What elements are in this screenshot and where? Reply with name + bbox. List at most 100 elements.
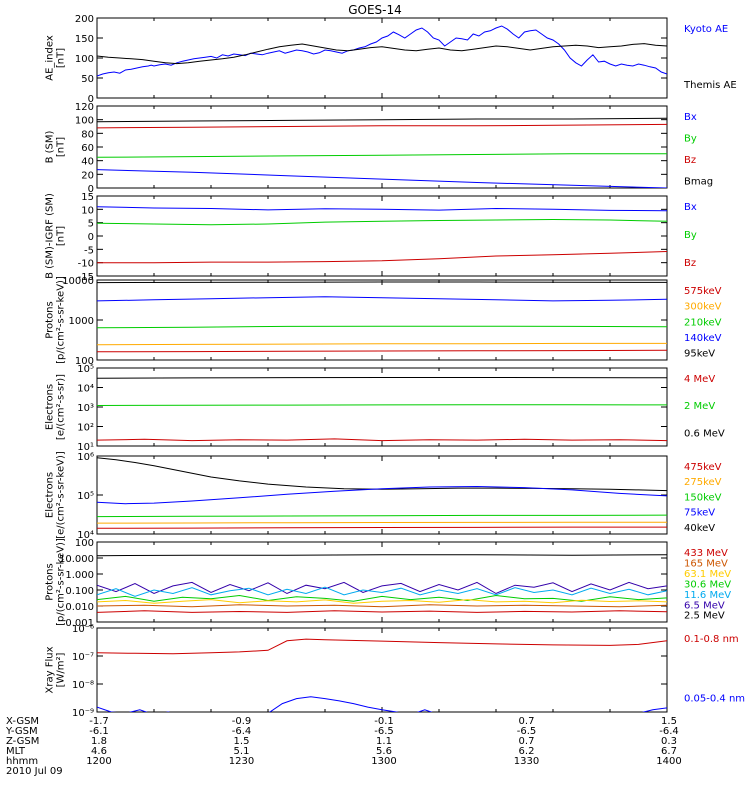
- legend-entry: 40keV: [684, 523, 715, 534]
- y-axis-label-line: [nT]: [56, 48, 67, 68]
- y-tick-label: 10⁵: [77, 491, 94, 502]
- y-tick-label: 10⁻⁹: [72, 708, 94, 719]
- y-tick-label: 0: [88, 94, 94, 105]
- legend-entry: 75keV: [684, 508, 715, 519]
- y-tick-label: 10.000: [59, 554, 94, 565]
- panel-6: 10⁴ 10⁵ 10⁶ Electrons [e/(cm²-s-sr-keV)] 475k…: [45, 451, 722, 541]
- y-axis-label: B (SM) [nT]: [45, 130, 67, 163]
- y-tick-label: 100: [75, 356, 94, 367]
- series-line: [97, 610, 667, 613]
- y-axis-label-line: Electrons: [45, 472, 56, 518]
- y-axis-label-line: [nT]: [56, 226, 67, 246]
- ephemeris-value: -6.5: [374, 726, 394, 737]
- ephemeris-value: 1400: [656, 756, 681, 767]
- ephemeris-value: 6.7: [661, 746, 677, 757]
- series-line: [97, 638, 667, 655]
- series-line: [97, 526, 667, 529]
- series-line: [97, 594, 667, 602]
- legend-entry: Themis AE: [683, 80, 737, 91]
- y-axis-label-line: [nT]: [56, 137, 67, 157]
- series-line: [97, 514, 667, 518]
- panel-5: 10¹ 10² 10³ 10⁴ 10⁵ Electrons [e/(cm²-s-sr)] 4 …: [45, 364, 725, 453]
- series-line: [97, 377, 667, 379]
- y-axis-label-line: [p/(cm²-s-sr-keV)]: [56, 276, 67, 364]
- legend-entry: 275keV: [684, 477, 722, 488]
- y-tick-label: 1.000: [65, 570, 94, 581]
- ephemeris-row-label: Y-GSM: [5, 726, 38, 737]
- y-tick-label: 0.010: [65, 602, 94, 613]
- ephemeris-value: 0.3: [661, 736, 677, 747]
- y-tick-label: 10⁻⁶: [72, 624, 94, 635]
- y-axis-label-line: AE_index: [45, 35, 56, 81]
- series-line: [97, 281, 667, 284]
- series-line: [97, 169, 667, 188]
- y-axis-label: Electrons [e/(cm²-s-sr-keV)]: [45, 451, 67, 539]
- y-tick-label: 5: [88, 219, 94, 230]
- legend-entry: By: [684, 230, 697, 241]
- series-line: [97, 218, 667, 226]
- y-tick-label: 1000: [69, 316, 94, 327]
- chart-title: GOES-14: [348, 3, 402, 17]
- y-tick-label: 100: [75, 538, 94, 549]
- ephemeris-row-label: MLT: [6, 746, 26, 757]
- legend-entry: 300keV: [684, 302, 722, 313]
- ephemeris-value: -0.1: [374, 716, 394, 727]
- y-axis-label-line: [e/(cm²-s-sr-keV)]: [56, 451, 67, 539]
- ephemeris-value: -6.4: [232, 726, 252, 737]
- panel-frame: [96, 279, 668, 361]
- y-axis-label-line: [p/(cm²-s-sr-keV)]: [56, 538, 67, 626]
- y-tick-label: 10¹: [77, 442, 94, 453]
- series-line: [97, 251, 667, 264]
- legend-entry: 6.5 MeV: [684, 600, 725, 611]
- panel-frame: [96, 541, 668, 623]
- legend-entry: Bmag: [684, 177, 713, 188]
- legend-entry: By: [684, 134, 697, 145]
- y-tick-label: 15: [81, 192, 94, 203]
- series-line: [97, 586, 667, 597]
- ephemeris-value: 1330: [514, 756, 539, 767]
- y-tick-label: 60: [81, 143, 94, 154]
- y-tick-label: 10⁶: [77, 452, 94, 463]
- y-tick-label: 0: [88, 184, 94, 195]
- ephemeris-value: 5.1: [234, 746, 250, 757]
- legend-entry: Kyoto AE: [684, 24, 728, 35]
- y-tick-label: 10⁴: [77, 384, 94, 395]
- y-tick-label: 80: [81, 129, 94, 140]
- panel-frame: [96, 105, 668, 189]
- ephemeris-value: 1200: [86, 756, 111, 767]
- panel-frame: [96, 17, 668, 99]
- y-axis-label-line: B (SM): [45, 130, 56, 163]
- legend-entry: 575keV: [684, 286, 722, 297]
- series-line: [97, 325, 667, 329]
- series-line: [97, 599, 667, 604]
- ephemeris-value: 6.2: [519, 746, 535, 757]
- legend-entry: 210keV: [684, 317, 722, 328]
- series-line: [97, 554, 667, 557]
- y-axis-label-line: Xray Flux: [45, 646, 56, 693]
- ephemeris-value: 1.5: [661, 716, 677, 727]
- y-tick-label: 10⁴: [77, 530, 94, 541]
- y-tick-label: -5: [84, 245, 94, 256]
- ephemeris-value: 1230: [229, 756, 254, 767]
- y-axis-label-line: B (SM)-IGRF (SM): [45, 193, 56, 279]
- ephemeris-value: 1.5: [234, 736, 250, 747]
- y-tick-label: 10000: [62, 276, 94, 287]
- y-tick-label: 200: [75, 14, 94, 25]
- y-tick-label: -10: [78, 259, 94, 270]
- y-tick-label: 10²: [77, 423, 94, 434]
- y-tick-label: 10: [81, 205, 94, 216]
- y-tick-label: 10⁻⁸: [72, 680, 94, 691]
- y-axis-label-line: [W/m²]: [56, 652, 67, 687]
- series-line: [97, 438, 667, 442]
- y-tick-label: 20: [81, 170, 94, 181]
- legend-entry: 63.1 MeV: [684, 569, 731, 580]
- y-tick-label: -15: [78, 272, 94, 283]
- series-line: [97, 117, 667, 123]
- series-line: [97, 25, 667, 77]
- ephemeris-value: 0.7: [519, 736, 535, 747]
- ephemeris-value: 0.7: [519, 716, 535, 727]
- panel-1: 0 50 100 150 200 AE_index [nT] Kyoto AE Themis A…: [45, 14, 737, 105]
- y-tick-label: 10⁵: [77, 364, 94, 375]
- series-line: [97, 349, 667, 353]
